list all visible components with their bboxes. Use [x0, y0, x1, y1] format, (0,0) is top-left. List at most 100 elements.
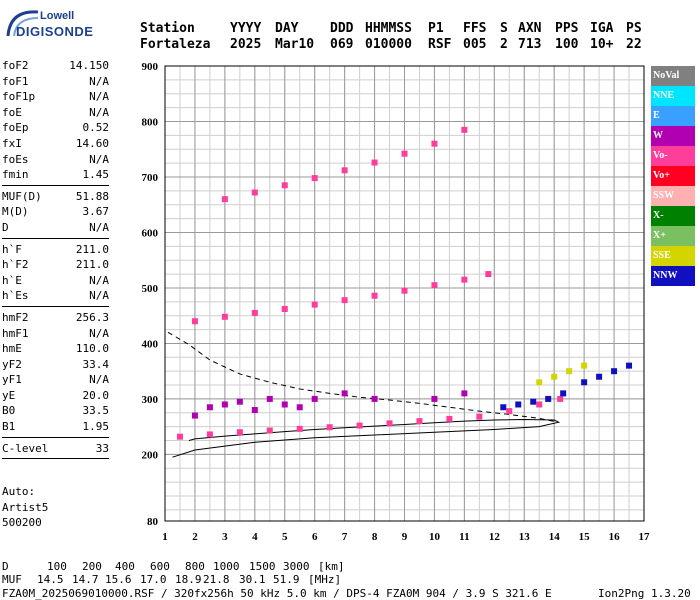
echo-point	[191, 412, 198, 419]
param-value: N/A	[89, 152, 109, 166]
echo-point	[461, 390, 468, 397]
echo-point	[431, 282, 438, 289]
header-values-5: RSF	[428, 37, 452, 52]
param-name: h`Es	[2, 289, 29, 303]
header-values-6: 005	[463, 37, 487, 52]
profile-curve-solid	[172, 418, 561, 458]
footer-muf_values-value: 14.7	[72, 573, 99, 586]
clevel-value: 33	[95, 441, 109, 455]
echo-point	[176, 433, 183, 440]
echo-point	[341, 167, 348, 174]
param-row: yF1 N/A	[2, 372, 109, 388]
header-values-11: 22	[626, 37, 642, 52]
x-tick-label: 14	[549, 531, 561, 543]
echo-point	[356, 422, 363, 429]
param-value: 1.45	[82, 168, 110, 182]
legend-item-noval: NoVal	[651, 66, 695, 86]
param-row: B0 33.5	[2, 403, 109, 419]
x-tick-label: 6	[312, 531, 318, 543]
header-labels-5: P1	[428, 21, 444, 36]
echo-point	[485, 271, 492, 278]
echo-point	[341, 297, 348, 304]
logo-line2: DIGISONDE	[16, 24, 94, 39]
param-row: h`F 211.0	[2, 242, 109, 258]
echo-point	[551, 373, 558, 380]
y-tick-label: 80	[147, 516, 159, 528]
param-value: 3.67	[82, 205, 110, 219]
echo-point	[560, 390, 567, 397]
param-separator	[2, 436, 109, 438]
param-value: 20.0	[82, 388, 110, 402]
echo-point	[596, 373, 603, 380]
echo-point	[461, 126, 468, 133]
x-tick-label: 7	[342, 531, 348, 543]
echo-point	[296, 425, 303, 432]
param-separator	[2, 237, 109, 239]
x-tick-label: 8	[372, 531, 378, 543]
y-tick-label: 300	[142, 394, 159, 406]
echo-point	[371, 395, 378, 402]
param-name: fmin	[2, 168, 29, 182]
footer-version: Ion2Png 1.3.20	[598, 587, 691, 600]
legend-item-w: W	[651, 126, 695, 146]
echo-point	[506, 408, 513, 415]
param-value: N/A	[89, 273, 109, 287]
param-name: B0	[2, 404, 16, 418]
footer-d_values-value: 100	[47, 560, 67, 573]
legend-item-vo-: Vo+	[651, 166, 695, 186]
header-labels-8: AXN	[518, 21, 542, 36]
footer-d_values-value: 1500	[249, 560, 276, 573]
param-row: MUF(D) 51.88	[2, 189, 109, 205]
footer-muf_values-value: 15.6	[105, 573, 132, 586]
x-tick-label: 17	[639, 531, 651, 543]
x-tick-label: 13	[519, 531, 531, 543]
param-row: foF2 14.150	[2, 58, 109, 74]
param-name: yE	[2, 388, 16, 402]
x-tick-label: 4	[252, 531, 258, 543]
footer-d_label: D	[2, 560, 9, 573]
echo-point	[281, 401, 288, 408]
legend-item-ssw: SSW	[651, 186, 695, 206]
footer-muf_values-value: 14.5	[37, 573, 64, 586]
param-row: foF1 N/A	[2, 74, 109, 90]
echo-point	[311, 175, 318, 182]
echo-point	[500, 404, 507, 411]
param-name: fxI	[2, 136, 22, 150]
echo-point	[251, 309, 258, 316]
digisonde-logo: Lowell DIGISONDE	[4, 6, 93, 40]
param-separator	[2, 458, 109, 460]
header-values-4: 010000	[365, 37, 412, 52]
x-tick-label: 15	[579, 531, 591, 543]
footer-muf_values-value: 30.1	[239, 573, 266, 586]
header-values-1: 2025	[230, 37, 262, 52]
header-labels-4: HHMMSS	[365, 21, 412, 36]
footer-muf_values-value: 17.0	[140, 573, 167, 586]
param-value: N/A	[89, 105, 109, 119]
param-name: MUF(D)	[2, 189, 42, 203]
x-tick-label: 3	[222, 531, 228, 543]
echo-point	[311, 395, 318, 402]
x-tick-label: 16	[609, 531, 621, 543]
echo-point	[581, 362, 588, 369]
param-name: yF2	[2, 357, 22, 371]
logo-arc-icon	[6, 10, 39, 37]
clevel-label: C-level	[2, 441, 49, 455]
legend: NoVal NNE E W Vo- Vo+ SSW X- X+ SSE NNW	[651, 66, 695, 286]
param-name: foE	[2, 105, 22, 119]
header-values-3: 069	[330, 37, 354, 52]
echo-point	[281, 182, 288, 189]
param-name: h`F2	[2, 258, 29, 272]
y-tick-label: 500	[142, 283, 159, 295]
param-value: 14.150	[69, 59, 109, 72]
legend-item-x-: X-	[651, 206, 695, 226]
echo-point	[530, 398, 537, 405]
param-row: fmin 1.45	[2, 167, 109, 183]
echo-point	[401, 287, 408, 294]
echo-point	[266, 427, 273, 434]
param-row: hmE 110.0	[2, 341, 109, 357]
echo-point	[581, 379, 588, 386]
header-values-10: 10+	[590, 37, 614, 52]
footer-d_values-value: 400	[115, 560, 135, 573]
param-value: 256.3	[75, 310, 109, 324]
